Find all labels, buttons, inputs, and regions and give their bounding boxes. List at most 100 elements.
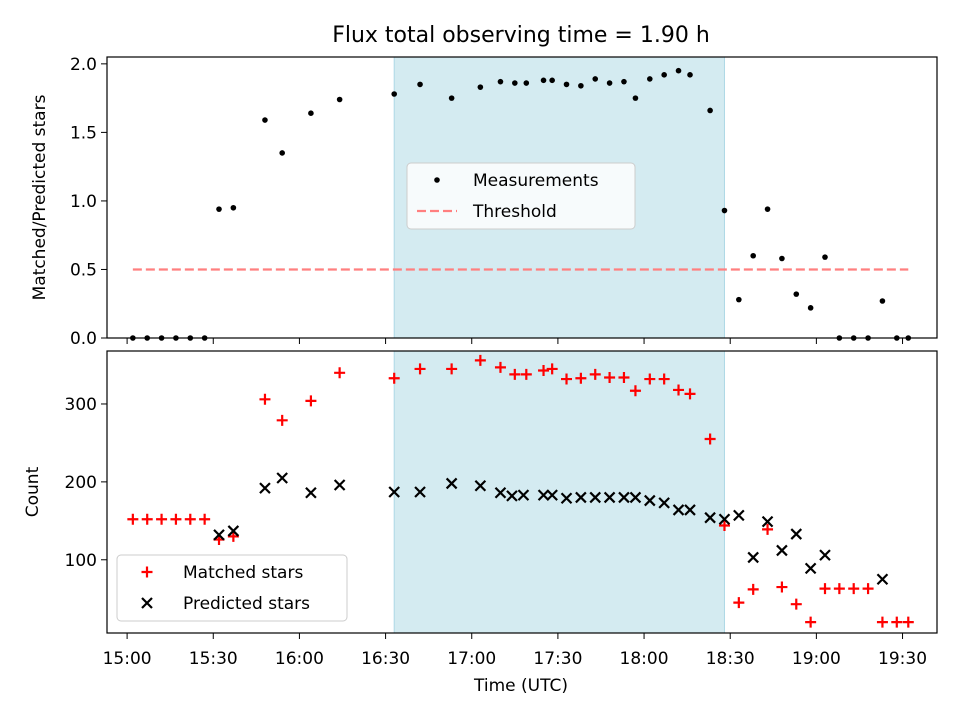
matched-star-point — [658, 373, 670, 385]
matched-star-point — [446, 363, 458, 375]
matched-star-point — [388, 372, 400, 384]
y-tick-label: 0.5 — [70, 260, 97, 280]
predicted-star-point — [388, 486, 400, 498]
matched-star-point — [776, 581, 788, 593]
measurement-point — [736, 296, 742, 303]
legend-label: Measurements — [473, 171, 599, 191]
matched-star-point — [644, 373, 656, 385]
measurement-point — [879, 298, 886, 304]
top-panel: 0.0 0.5 1.0 1.5 2.0 Matched/Predicted stars Me… — [30, 55, 938, 349]
matched-star-point — [848, 583, 860, 595]
x-tick-label: 19:00 — [792, 649, 841, 669]
matched-star-point — [790, 598, 802, 610]
bottom-panel: 100 200 300 15:00 15:30 16:00 16:30 17:00 17:30 1… — [23, 350, 938, 669]
measurement-point — [308, 110, 314, 116]
predicted-star-point — [603, 491, 616, 504]
predicted-star-point — [629, 491, 642, 504]
measurement-point — [216, 206, 222, 212]
predicted-star-point — [618, 491, 630, 504]
predicted-star-point — [876, 573, 889, 586]
matched-star-point — [227, 530, 239, 542]
matched-star-point — [509, 368, 521, 380]
y-tick-label: 200 — [65, 473, 97, 493]
x-tick-label: 17:00 — [447, 649, 496, 669]
measurement-point — [279, 150, 285, 156]
legend: Measurements Threshold — [406, 162, 636, 230]
matched-star-point — [718, 519, 730, 531]
predicted-star-point — [445, 477, 458, 490]
legend: Matched stars Predicted stars — [116, 554, 348, 622]
y-axis-label: Count — [23, 466, 43, 517]
predicted-star-point — [494, 487, 507, 499]
predicted-star-point — [517, 489, 530, 501]
matched-star-point — [494, 361, 506, 373]
predicted-star-point — [684, 504, 696, 516]
matched-star-point — [673, 384, 685, 396]
matched-star-point — [805, 616, 817, 628]
y-tick-label: 100 — [65, 551, 97, 571]
measurement-point — [750, 252, 756, 259]
matched-star-point — [819, 583, 831, 595]
measurement-point — [563, 81, 570, 88]
predicted-star-point — [560, 492, 573, 505]
y-tick-label: 300 — [65, 395, 97, 415]
measurement-point — [661, 72, 667, 78]
matched-star-point — [618, 371, 630, 383]
legend-dot-marker — [434, 177, 440, 183]
legend-x-marker — [141, 597, 153, 609]
measurement-point — [497, 78, 504, 85]
predicted-star-point — [819, 549, 831, 561]
matched-star-point — [747, 583, 759, 595]
measurement-point — [391, 91, 397, 97]
matched-star-point — [589, 368, 601, 380]
series-matched-stars — [127, 354, 914, 628]
x-axis-label: Time (UTC) — [473, 676, 568, 696]
predicted-star-point — [804, 562, 817, 575]
predicted-star-point — [575, 491, 587, 504]
measurement-point — [578, 82, 584, 89]
measurement-point — [647, 76, 653, 82]
matched-star-point — [127, 513, 139, 525]
matched-star-point — [305, 395, 317, 407]
x-tick-label: 15:30 — [189, 649, 238, 669]
measurement-point — [417, 81, 423, 88]
legend-label: Predicted stars — [183, 594, 310, 614]
predicted-star-point — [704, 511, 716, 524]
legend-box — [406, 162, 636, 230]
measurement-point — [523, 80, 530, 86]
measurement-point — [262, 117, 268, 123]
matched-star-point — [156, 513, 168, 525]
legend-label: Threshold — [472, 202, 557, 222]
chart-title: Flux total observing time = 1.90 h — [332, 23, 710, 48]
measurement-point — [549, 77, 555, 84]
matched-star-point — [575, 372, 587, 384]
matched-star-point — [891, 616, 903, 628]
matched-star-point — [604, 371, 616, 383]
measurement-point — [721, 207, 728, 214]
matched-star-point — [733, 597, 745, 609]
matched-star-point — [334, 367, 346, 379]
y-axis-label: Matched/Predicted stars — [30, 94, 50, 300]
x-tick-label: 16:30 — [361, 649, 410, 669]
measurement-point — [764, 206, 771, 212]
predicted-star-point — [213, 529, 225, 541]
y-tick-label: 1.5 — [70, 123, 97, 143]
predicted-star-point — [718, 513, 731, 526]
measurement-point — [512, 80, 518, 86]
legend-plus-marker — [141, 566, 153, 578]
predicted-star-point — [414, 486, 426, 498]
matched-star-point — [629, 385, 641, 397]
measurement-point — [707, 107, 713, 114]
predicted-star-point — [658, 497, 670, 509]
measurement-point — [230, 204, 237, 211]
matched-star-point — [414, 363, 426, 375]
measurement-point — [592, 76, 599, 82]
matched-star-point — [762, 523, 774, 535]
predicted-star-point — [537, 489, 550, 501]
predicted-star-point — [761, 515, 774, 528]
x-tick-label: 18:00 — [620, 649, 669, 669]
predicted-star-point — [276, 472, 288, 484]
plot-frame — [106, 350, 938, 634]
predicted-star-point — [747, 551, 759, 564]
